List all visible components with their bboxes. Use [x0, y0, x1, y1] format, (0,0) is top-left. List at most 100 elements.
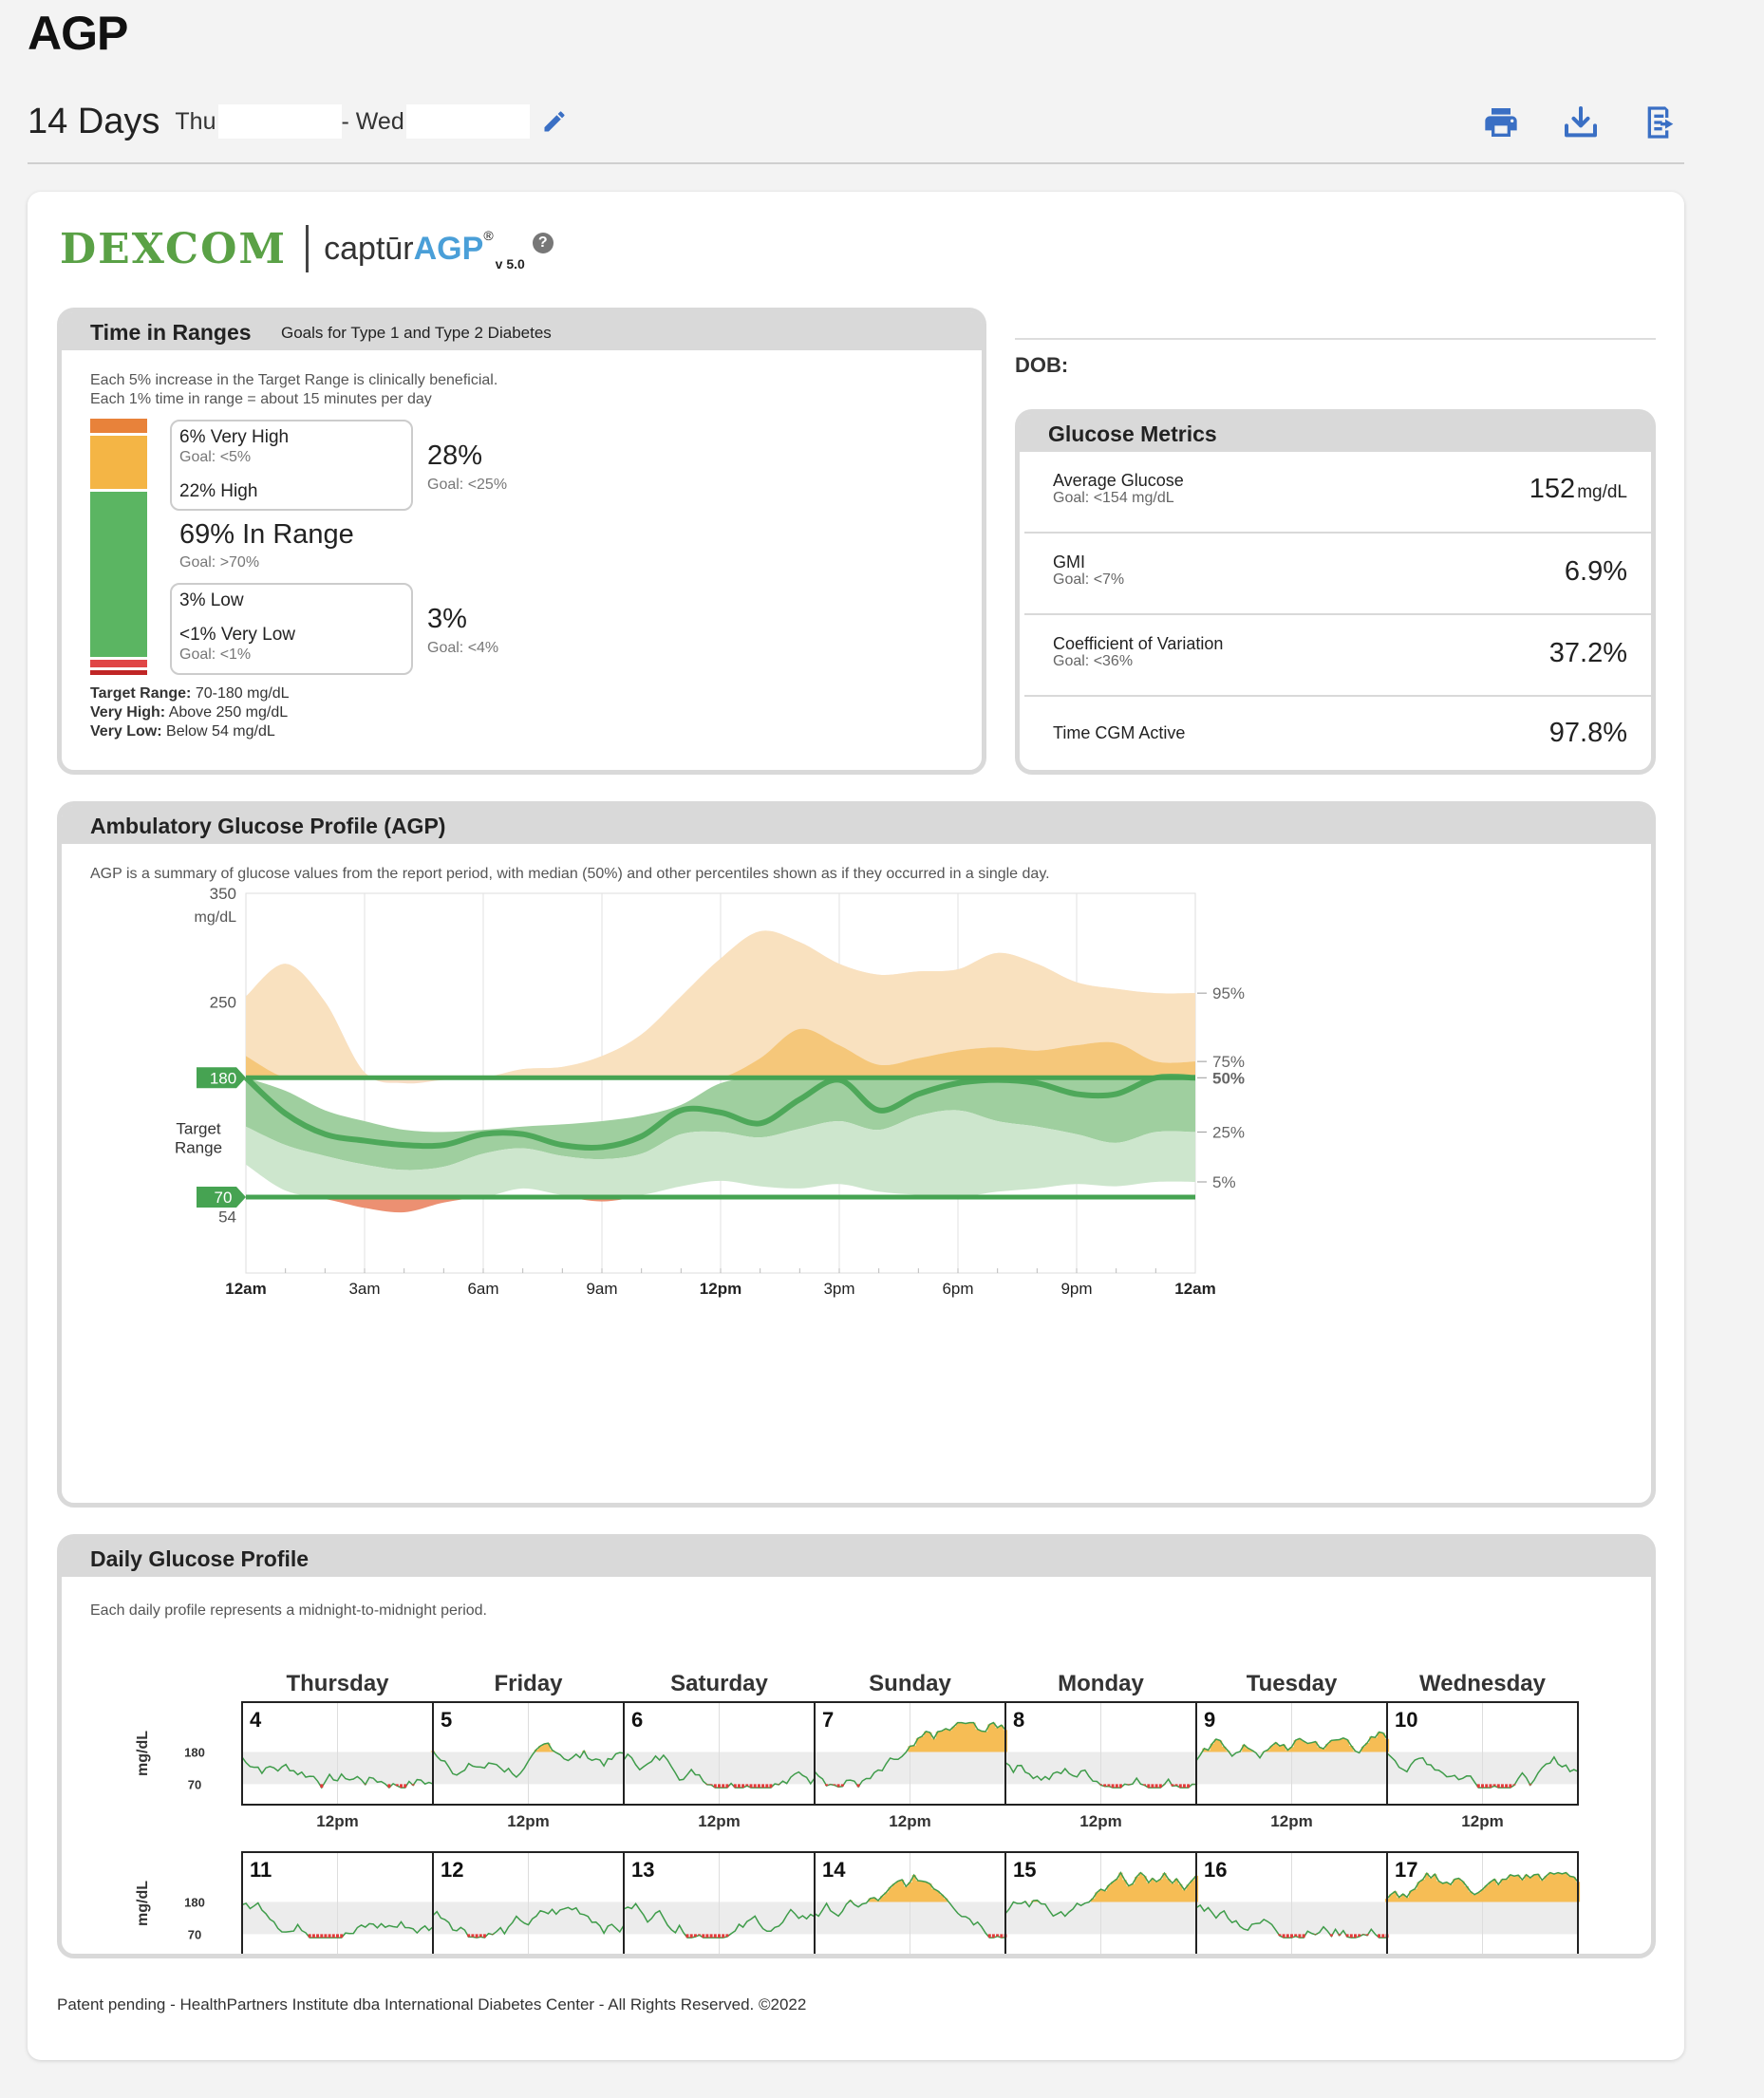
very-high-value: Above 250 mg/dL — [168, 704, 289, 721]
agp-xtick: 9am — [586, 1280, 617, 1298]
agp-xtick: 6pm — [942, 1280, 973, 1298]
agp-percentile-label: 75% — [1212, 1053, 1245, 1071]
in-range-goal: Goal: >70% — [179, 554, 260, 571]
agp-band-25-75-above-range — [246, 1028, 1195, 1079]
brand-separator — [306, 225, 310, 272]
tir-note-2: Each 1% time in range = about 15 minutes… — [90, 391, 432, 407]
agp-xtick: 6am — [467, 1280, 498, 1298]
daily-low-fill — [320, 1784, 415, 1789]
very-high-label: 6% Very High — [179, 427, 290, 447]
daily-title: Daily Glucose Profile — [90, 1546, 310, 1571]
agp-band-75-95-above-range — [246, 930, 1195, 1080]
very-low-key: Very Low: — [90, 723, 162, 740]
version-label: v 5.0 — [495, 256, 525, 272]
metric-value: 6.9% — [1564, 556, 1627, 587]
daily-low-fill — [467, 1934, 495, 1939]
registered-mark: ® — [483, 228, 494, 243]
daily-low-fill — [1099, 1784, 1198, 1789]
daily-glucose-trace — [432, 1906, 625, 1939]
daily-low-fill — [685, 1934, 729, 1939]
metric-label: Average Glucose — [1053, 471, 1184, 490]
export-button[interactable] — [1637, 99, 1684, 146]
target-range-key: Target Range: — [90, 685, 192, 702]
tir-note-1: Each 5% increase in the Target Range is … — [90, 372, 498, 388]
page-title: AGP — [28, 7, 128, 60]
daily-low-fill — [987, 1934, 1007, 1939]
agp-logo: AGP — [413, 230, 484, 267]
daily-date-label: 4 — [250, 1708, 262, 1732]
metric-value: 37.2% — [1548, 638, 1627, 668]
weekday-label: Tuesday — [1247, 1671, 1338, 1696]
metrics-header: Glucose Metrics — [1020, 414, 1651, 452]
agp-note: AGP is a summary of glucose values from … — [90, 866, 1050, 882]
agp-band-25-75-in-range — [246, 1077, 1195, 1171]
daily-ytick: 70 — [188, 1927, 201, 1941]
tir-title: Time in Ranges — [90, 320, 252, 345]
in-range-segment — [90, 491, 147, 658]
low-total-value: 3% — [427, 604, 467, 634]
daily-date-label: 11 — [250, 1858, 272, 1882]
help-icon[interactable]: ? — [532, 233, 554, 253]
agp-target-label: Target — [176, 1120, 221, 1138]
daily-date-label: 6 — [631, 1708, 643, 1732]
daily-date-label: 12 — [441, 1858, 463, 1882]
in-range-label: 69% In Range — [179, 519, 354, 550]
agp-ytick-flag-180 — [197, 1067, 246, 1089]
download-button[interactable] — [1557, 99, 1604, 146]
daily-low-fill — [1476, 1784, 1532, 1789]
high-label: 22% High — [179, 481, 258, 501]
metric-value: 97.8% — [1548, 718, 1627, 748]
dob-divider — [1015, 338, 1656, 340]
edit-pencil-icon[interactable] — [541, 108, 568, 135]
brand-row: DEXCOM captūr AGP ® v 5.0 ? — [60, 220, 554, 277]
agp-percentile-label: 25% — [1212, 1123, 1245, 1141]
weekday-label: Sunday — [869, 1671, 951, 1696]
average-glucose-unit: mg/dL — [1577, 482, 1627, 502]
agp-yunit: mg/dL — [195, 909, 237, 926]
target-range-definition: Target Range: 70-180 mg/dL — [90, 684, 290, 703]
daily-low-fill — [705, 1784, 780, 1789]
agp-ytick: 70 — [215, 1189, 233, 1207]
daily-ytick: 70 — [188, 1777, 201, 1791]
daily-date-label: 5 — [441, 1708, 452, 1732]
daily-high-fill — [430, 1743, 587, 1752]
agp-percentile-label: 95% — [1212, 984, 1245, 1002]
daily-noon-label: 12pm — [507, 1812, 549, 1830]
report-card: DEXCOM captūr AGP ® v 5.0 ? Time in Ranges… — [28, 192, 1684, 2060]
daily-glucose-panel: Daily Glucose Profile Each daily profile… — [57, 1534, 1656, 1958]
agp-ytick-flag-70 — [197, 1187, 246, 1208]
low-total-goal: Goal: <4% — [427, 640, 499, 656]
agp-ytick: 54 — [218, 1208, 236, 1226]
daily-date-label: 16 — [1204, 1858, 1227, 1882]
daily-date-label: 13 — [631, 1858, 654, 1882]
daily-noon-label: 12pm — [1461, 1812, 1503, 1830]
export-icon — [1647, 106, 1674, 139]
agp-target-label: Range — [175, 1139, 222, 1157]
tir-subtitle: Goals for Type 1 and Type 2 Diabetes — [281, 324, 552, 342]
agp-percentile-label: 5% — [1212, 1173, 1236, 1191]
daily-date-label: 9 — [1204, 1708, 1215, 1732]
low-label: 3% Low — [179, 590, 244, 610]
metric-goal: Goal: <154 mg/dL — [1053, 490, 1174, 506]
agp-panel: Ambulatory Glucose Profile (AGP) AGP is … — [57, 801, 1656, 1508]
agp-xtick: 12pm — [700, 1280, 741, 1298]
daily-low-fill — [308, 1934, 344, 1939]
agp-median-line — [243, 1074, 1196, 1152]
end-date-redacted — [405, 104, 530, 139]
very-low-goal: Goal: <1% — [179, 646, 252, 663]
daily-glucose-trace — [1004, 1871, 1197, 1918]
header-divider — [28, 162, 1684, 164]
agp-percentile-label: 50% — [1212, 1069, 1245, 1087]
very-high-segment — [90, 419, 147, 434]
daily-glucose-trace — [1195, 1731, 1388, 1762]
low-segment — [90, 660, 147, 667]
daily-high-fill — [908, 1722, 1008, 1752]
daily-glucose-trace — [814, 1873, 1006, 1939]
weekday-label: Thursday — [286, 1671, 389, 1696]
very-low-segment — [90, 669, 147, 675]
print-button[interactable] — [1477, 99, 1525, 146]
daily-cell-border — [1386, 1851, 1579, 1954]
daily-high-fill — [848, 1875, 948, 1902]
agp-band-5-25-in-range — [246, 1110, 1195, 1198]
very-low-definition: Very Low: Below 54 mg/dL — [90, 722, 275, 741]
